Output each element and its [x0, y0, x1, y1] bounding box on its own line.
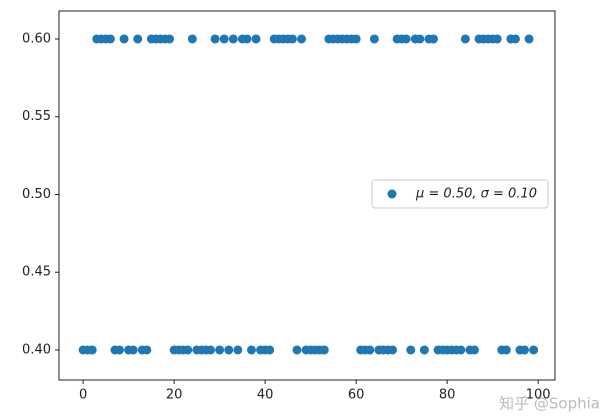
point — [510, 34, 520, 44]
point — [210, 34, 220, 44]
point — [501, 345, 511, 355]
y-tick-label: 0.60 — [22, 31, 51, 46]
x-tick-label: 0 — [79, 388, 87, 403]
point — [183, 345, 193, 355]
point — [224, 345, 234, 355]
legend-label: μ = 0.50, σ = 0.10 — [415, 187, 537, 202]
point — [287, 34, 297, 44]
point — [242, 34, 252, 44]
point — [206, 345, 216, 355]
point — [319, 345, 329, 355]
point — [365, 345, 375, 355]
point — [520, 345, 530, 355]
point — [251, 34, 261, 44]
plot-frame — [58, 10, 556, 381]
point — [233, 345, 243, 355]
point — [142, 345, 152, 355]
point — [228, 34, 238, 44]
point — [187, 34, 197, 44]
point — [115, 345, 125, 355]
y-tick-label: 0.40 — [22, 342, 51, 357]
point — [456, 345, 466, 355]
legend-marker — [387, 189, 397, 199]
point — [415, 34, 425, 44]
point — [297, 34, 307, 44]
y-tick-label: 0.55 — [22, 109, 51, 124]
x-tick-label: 80 — [439, 388, 456, 403]
point — [105, 34, 115, 44]
point — [215, 345, 225, 355]
x-tick-label: 20 — [166, 388, 183, 403]
point — [119, 34, 129, 44]
point — [460, 34, 470, 44]
watermark: 知乎 @Sophia — [499, 395, 600, 413]
y-tick-label: 0.50 — [22, 187, 51, 202]
point — [492, 34, 502, 44]
point — [246, 345, 256, 355]
point — [369, 34, 379, 44]
legend-box — [371, 179, 549, 209]
point — [469, 345, 479, 355]
point — [87, 345, 97, 355]
point — [133, 34, 143, 44]
point — [351, 34, 361, 44]
point — [419, 345, 429, 355]
x-tick-label: 60 — [348, 388, 365, 403]
point — [265, 345, 275, 355]
point — [219, 34, 229, 44]
point — [406, 345, 416, 355]
point — [292, 345, 302, 355]
x-tick-label: 40 — [257, 388, 274, 403]
point — [524, 34, 534, 44]
point — [401, 34, 411, 44]
point — [128, 345, 138, 355]
point — [429, 34, 439, 44]
y-tick-label: 0.45 — [22, 265, 51, 280]
x-tick-label: 100 — [526, 388, 551, 403]
point — [529, 345, 539, 355]
point — [388, 345, 398, 355]
point — [165, 34, 175, 44]
